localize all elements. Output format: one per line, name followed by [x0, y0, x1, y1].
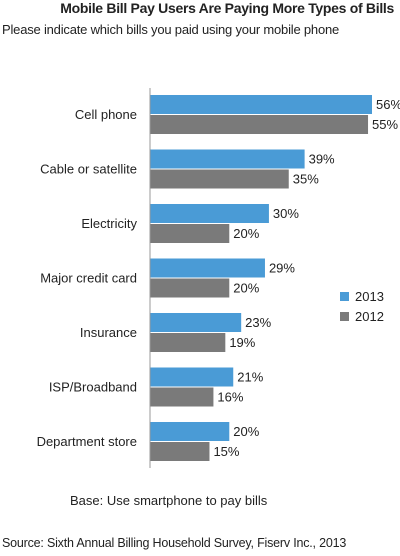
category-label-insurance: Insurance — [80, 325, 137, 340]
bar-department-store-2013 — [150, 422, 230, 441]
value-label-major-credit-card-2013: 29% — [269, 261, 295, 276]
bar-department-store-2012 — [150, 442, 210, 461]
legend-label-2012: 2012 — [355, 308, 384, 324]
bar-isp-broadband-2012 — [150, 387, 214, 407]
category-label-electricity: Electricity — [81, 216, 137, 231]
bar-cell-phone-2012 — [150, 115, 369, 134]
value-label-insurance-2012: 19% — [229, 335, 255, 350]
base-note: Base: Use smartphone to pay bills — [70, 493, 268, 508]
legend-swatch-2012 — [340, 311, 349, 321]
bar-cable-or-satellite-2012 — [150, 169, 289, 189]
value-label-cell-phone-2012: 55% — [372, 117, 398, 132]
bar-cable-or-satellite-2013 — [150, 149, 305, 169]
legend-swatch-2013 — [340, 291, 349, 301]
legend-item-2013: 2013 — [340, 286, 384, 306]
bar-major-credit-card-2012 — [150, 278, 230, 298]
chart-subtitle: Please indicate which bills you paid usi… — [2, 22, 340, 37]
category-label-cable-or-satellite: Cable or satellite — [40, 162, 137, 177]
value-label-cable-or-satellite-2012: 35% — [293, 172, 319, 187]
bars-layer: Cell phone 56% 55% Cable or satellite 39% 35%… — [37, 95, 400, 461]
value-label-major-credit-card-2012: 20% — [233, 281, 259, 296]
category-label-isp-broadband: ISP/Broadband — [49, 380, 137, 395]
source-note: Source: Sixth Annual Billing Household S… — [2, 536, 347, 550]
value-label-insurance-2013: 23% — [245, 315, 271, 330]
bar-insurance-2012 — [150, 333, 226, 352]
category-label-cell-phone: Cell phone — [75, 107, 137, 122]
bar-electricity-2013 — [150, 204, 269, 223]
bar-electricity-2012 — [150, 224, 230, 243]
value-label-electricity-2012: 20% — [233, 226, 259, 241]
value-label-electricity-2013: 30% — [273, 206, 299, 221]
value-label-isp-broadband-2013: 21% — [237, 370, 263, 385]
bar-major-credit-card-2013 — [150, 258, 265, 278]
value-label-department-store-2013: 20% — [233, 424, 259, 439]
legend-item-2012: 2012 — [340, 306, 384, 326]
bar-insurance-2013 — [150, 313, 242, 332]
bar-cell-phone-2013 — [150, 95, 372, 114]
value-label-cell-phone-2013: 56% — [376, 97, 400, 112]
category-label-major-credit-card: Major credit card — [40, 271, 137, 286]
value-label-isp-broadband-2012: 16% — [217, 390, 243, 405]
category-label-department-store: Department store — [37, 434, 137, 449]
chart-title: Mobile Bill Pay Users Are Paying More Ty… — [60, 0, 394, 16]
bar-isp-broadband-2013 — [150, 367, 234, 387]
value-label-department-store-2012: 15% — [213, 444, 239, 459]
legend: 2013 2012 — [340, 286, 384, 326]
legend-label-2013: 2013 — [355, 288, 384, 304]
value-label-cable-or-satellite-2013: 39% — [309, 152, 335, 167]
